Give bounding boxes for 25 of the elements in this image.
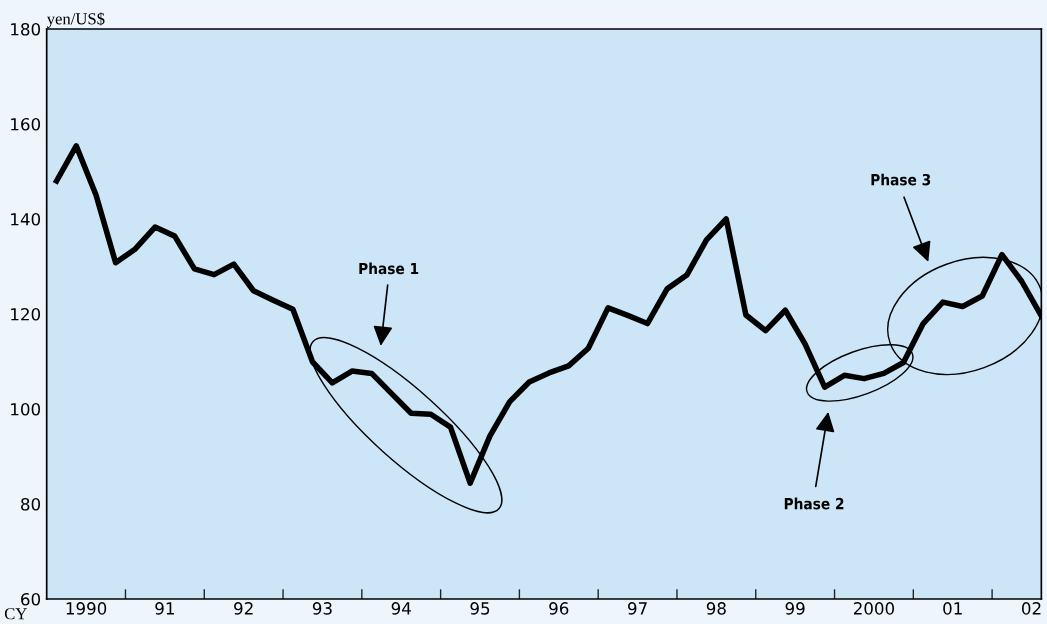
y-tick-label: 120: [11, 307, 41, 321]
x-tick-label: 98: [706, 602, 726, 615]
x-tick-label: 93: [312, 602, 332, 615]
y-tick-label: 140: [11, 212, 41, 226]
x-tick-label: 02: [1021, 602, 1041, 615]
x-tick-label: 91: [155, 602, 174, 615]
x-tick-label: 99: [785, 602, 805, 615]
annotation: Phase 3: [871, 173, 931, 186]
annotation: Phase 1: [359, 262, 419, 275]
x-tick-label: 01: [943, 602, 962, 615]
x-tick-label: 94: [391, 602, 411, 615]
x-tick-label: 97: [628, 602, 647, 615]
x-tick-label: 96: [549, 602, 569, 615]
x-tick-label: 92: [234, 602, 253, 615]
y-tick-label: 180: [11, 22, 41, 36]
y-axis-title: yen/US$: [46, 12, 105, 28]
x-tick-label: 95: [470, 602, 490, 615]
x-tick-label: 1990: [66, 602, 107, 615]
text: CY: [4, 608, 27, 620]
y-tick-label: 80: [21, 498, 41, 511]
x-tick-label: 2000: [853, 602, 895, 615]
y-tick-label: 60: [21, 593, 41, 606]
y-tick-label: 160: [11, 117, 41, 131]
y-tick-label: 100: [11, 402, 41, 416]
annotation: Phase 2: [784, 497, 844, 510]
